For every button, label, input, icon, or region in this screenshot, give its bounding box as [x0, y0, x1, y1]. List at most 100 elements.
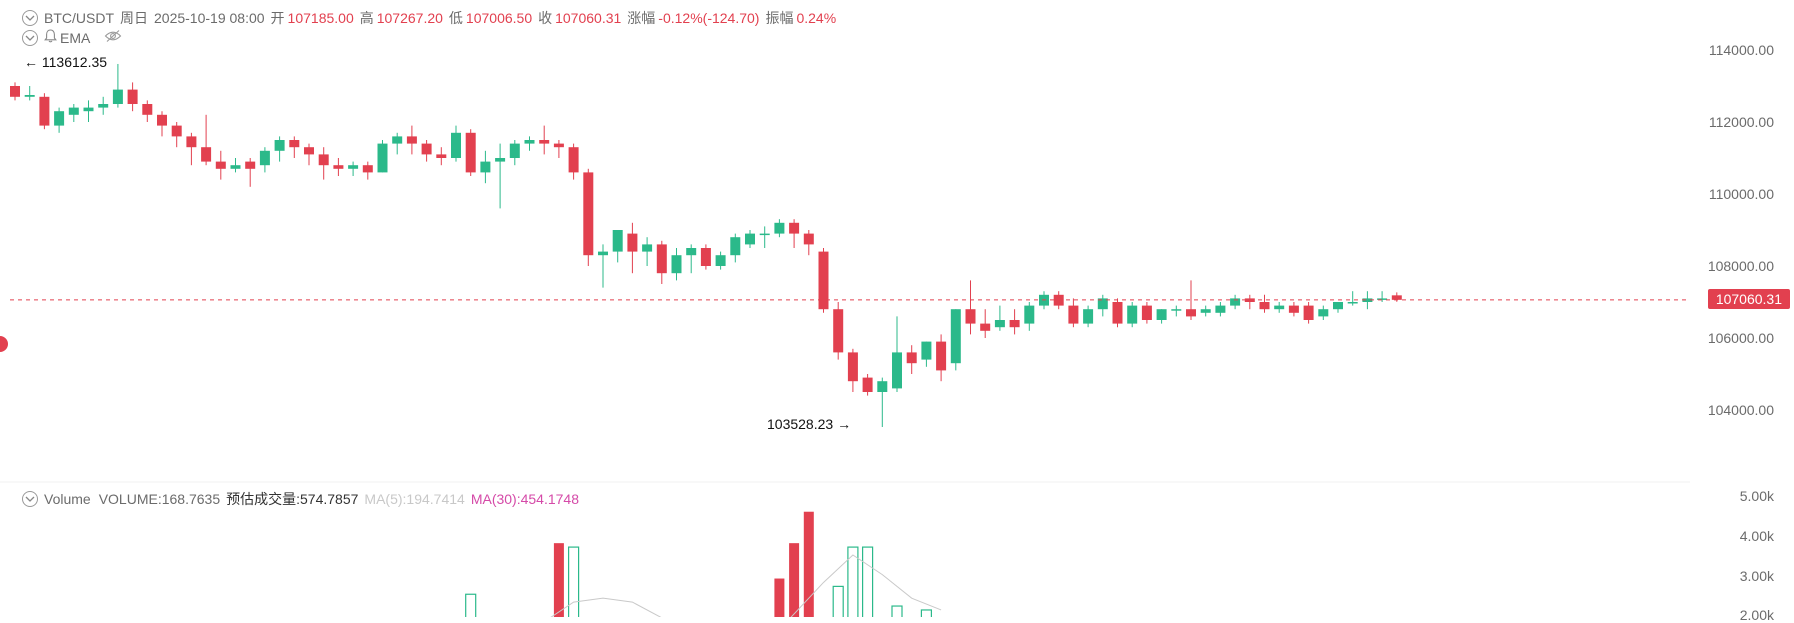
- ohlc-header: BTC/USDT 周日 2025-10-19 08:00 开 107185.00…: [22, 8, 842, 28]
- price-axis-label: 112000.00: [1708, 114, 1774, 130]
- volume-axis-label: 4.00k: [1739, 528, 1774, 544]
- volume-bar: [553, 543, 564, 617]
- candle-body: [259, 150, 270, 166]
- candle-body: [39, 96, 50, 126]
- volume-bar: [567, 546, 580, 617]
- candle-body: [568, 147, 579, 173]
- candle-body: [598, 251, 608, 256]
- candle-body: [362, 165, 373, 173]
- volume-bar: [920, 609, 933, 617]
- candles: [10, 63, 1402, 427]
- close-value: 107060.31: [555, 10, 622, 26]
- candle-body: [1347, 302, 1358, 304]
- estimated-volume: 预估成交量:574.7857: [226, 491, 359, 507]
- candle-body: [480, 161, 491, 173]
- candle-body: [553, 143, 564, 148]
- candle-body: [1244, 298, 1255, 302]
- candle-body: [230, 165, 241, 169]
- candle-body: [892, 352, 902, 389]
- candle-body: [171, 125, 182, 137]
- candle-body: [54, 111, 65, 126]
- candle-body: [980, 323, 991, 331]
- close-label: 收: [538, 10, 553, 26]
- candle-body: [715, 255, 726, 266]
- candle-body: [524, 140, 535, 144]
- candle-body: [1200, 309, 1211, 313]
- candle-body: [1303, 305, 1314, 320]
- volume-axis-label: 3.00k: [1739, 568, 1774, 584]
- price-axis-label: 104000.00: [1707, 402, 1774, 418]
- candle-body: [950, 309, 961, 364]
- candle-body: [921, 341, 932, 360]
- high-label: 高: [359, 10, 374, 26]
- indicator-chevron-icon[interactable]: [22, 29, 38, 46]
- volume-bar: [803, 511, 814, 617]
- open-value: 107185.00: [287, 10, 354, 26]
- candle-body: [215, 161, 226, 169]
- volume-chevron-icon[interactable]: [22, 491, 38, 507]
- candle-body: [612, 230, 623, 252]
- current-price-tag: 107060.31: [1707, 289, 1790, 309]
- high-value: 107267.20: [376, 10, 443, 26]
- candle-body: [627, 233, 638, 252]
- bell-icon[interactable]: [44, 29, 57, 46]
- candle-body: [671, 255, 682, 274]
- hide-eye-icon[interactable]: [104, 29, 122, 46]
- candle-body: [906, 352, 917, 364]
- volume-bars: [465, 511, 933, 617]
- candle-body: [348, 165, 359, 169]
- candle-body: [789, 222, 800, 234]
- candle-body: [847, 352, 858, 382]
- candle-body: [495, 158, 506, 162]
- low-value: 107006.50: [465, 10, 533, 26]
- candle-body: [936, 341, 947, 371]
- volume-bar: [847, 546, 859, 617]
- candle-body: [1288, 305, 1299, 313]
- candle-body: [1097, 298, 1108, 310]
- candle-body: [509, 143, 520, 158]
- candle-body: [1333, 302, 1343, 310]
- price-axis-label: 106000.00: [1707, 330, 1774, 346]
- ma5-value: MA(5):194.7414: [364, 491, 465, 507]
- ma5-volume-line: [550, 554, 942, 617]
- candle-body: [186, 136, 197, 148]
- candle-body: [1215, 305, 1226, 313]
- candle-body: [583, 172, 594, 256]
- candle-body: [1009, 320, 1020, 328]
- interval-label: 周日: [120, 10, 148, 26]
- candle-body: [1083, 309, 1094, 324]
- candle-body: [157, 114, 167, 126]
- collapse-chevron-icon[interactable]: [22, 10, 38, 26]
- candle-body: [862, 377, 873, 392]
- candle-body: [642, 244, 653, 252]
- candle-body: [1259, 302, 1270, 310]
- candle-body: [1127, 305, 1138, 324]
- volume-bar: [465, 593, 477, 617]
- candle-body: [1171, 309, 1182, 311]
- candle-body: [759, 233, 770, 236]
- volume-bar: [861, 546, 874, 617]
- candle-body: [112, 89, 123, 104]
- low-label: 低: [448, 10, 463, 26]
- candle-body: [68, 107, 79, 115]
- candle-body: [289, 140, 300, 148]
- candle-body: [377, 143, 388, 173]
- candle-body: [803, 233, 814, 245]
- candle-body: [1186, 309, 1196, 317]
- candle-body: [833, 309, 844, 353]
- candle-body: [994, 320, 1005, 328]
- candle-body: [333, 165, 344, 169]
- amplitude-value: 0.24%: [796, 10, 837, 26]
- candle-body: [274, 140, 285, 151]
- volume-indicator-name: Volume: [44, 491, 91, 507]
- volume-axis-label: 5.00k: [1739, 488, 1774, 504]
- candle-body: [24, 95, 35, 97]
- candle-body: [1156, 309, 1167, 320]
- volume-axis-label: 2.00k: [1739, 607, 1774, 623]
- amplitude-label: 振幅: [765, 10, 794, 26]
- candle-body: [700, 248, 711, 266]
- candle-body: [392, 136, 403, 144]
- volume-bar: [774, 578, 785, 617]
- candle-body: [1391, 295, 1402, 300]
